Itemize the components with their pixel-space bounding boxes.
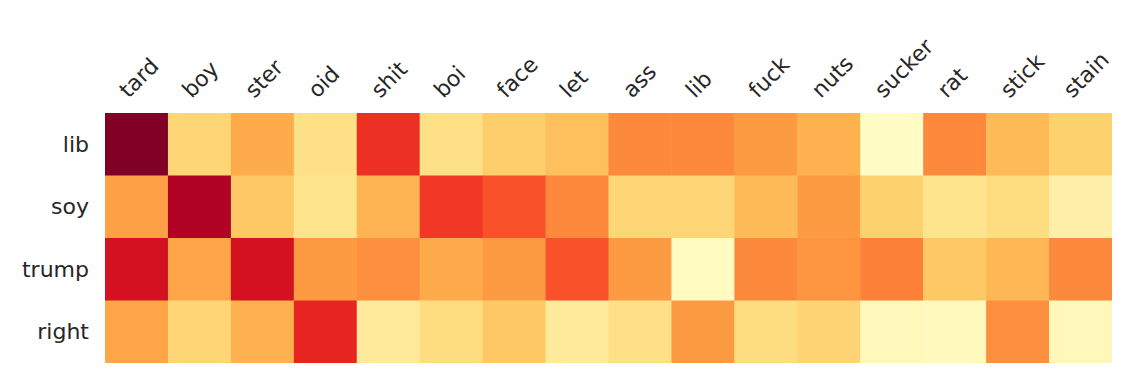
heatmap-cell [1049, 301, 1112, 364]
heatmap-cell [105, 301, 168, 364]
heatmap-cell [734, 301, 797, 364]
heatmap-cell [357, 301, 420, 364]
heatmap-cell [105, 176, 168, 239]
heatmap-cell [860, 113, 923, 176]
x-tick-label: let [555, 65, 593, 103]
heatmap-cell [483, 176, 546, 239]
heatmap-cell [734, 238, 797, 301]
heatmap-cell [797, 113, 860, 176]
x-tick-label: fuck [744, 52, 795, 103]
x-tick-label: lib [681, 66, 717, 102]
heatmap-cell [1049, 238, 1112, 301]
heatmap-cell [483, 113, 546, 176]
heatmap-cell [105, 113, 168, 176]
heatmap-cell [168, 238, 231, 301]
heatmap-cell [546, 176, 609, 239]
heatmap-cell [734, 113, 797, 176]
heatmap-cell [483, 238, 546, 301]
heatmap-cell [546, 301, 609, 364]
x-tick-label: stick [995, 49, 1049, 103]
heatmap-cell [671, 176, 734, 239]
heatmap-cell [483, 301, 546, 364]
heatmap-cell [420, 176, 483, 239]
heatmap-cell [734, 176, 797, 239]
x-axis: tardboysteroidshitboifaceletasslibfucknu… [114, 33, 1114, 102]
heatmap-cell [986, 176, 1049, 239]
x-tick-label: sucker [870, 33, 939, 102]
heatmap-cell [294, 238, 357, 301]
heatmap-cell [420, 113, 483, 176]
heatmap-cell [986, 113, 1049, 176]
heatmap-cell [231, 238, 294, 301]
heatmap-cell [231, 301, 294, 364]
heatmap-cell [609, 301, 672, 364]
heatmap-cell [1049, 113, 1112, 176]
x-tick-label: oid [303, 61, 344, 102]
heatmap-cell [797, 238, 860, 301]
x-tick-label: stain [1058, 47, 1114, 103]
heatmap-cell [231, 176, 294, 239]
x-tick-label: ster [240, 54, 289, 103]
x-tick-label: shit [366, 56, 412, 102]
heatmap-cell [923, 176, 986, 239]
heatmap-cell [546, 113, 609, 176]
heatmap-cell [609, 238, 672, 301]
heatmap-cell [168, 113, 231, 176]
cells [105, 113, 1112, 363]
y-axis: lib soy trump right [22, 132, 89, 345]
heatmap-cell [797, 176, 860, 239]
y-tick-label: soy [51, 194, 89, 219]
heatmap-cell [168, 176, 231, 239]
x-tick-label: ass [618, 59, 661, 102]
x-tick-label: boi [429, 61, 470, 102]
heatmap-cell [294, 113, 357, 176]
heatmap-cell [420, 238, 483, 301]
heatmap-cell [986, 238, 1049, 301]
x-tick-label: nuts [807, 51, 859, 103]
heatmap-cell [671, 113, 734, 176]
heatmap-cell [294, 301, 357, 364]
heatmap-cell [609, 113, 672, 176]
y-tick-label: lib [63, 132, 89, 157]
heatmap-cell [986, 301, 1049, 364]
heatmap-cell [671, 238, 734, 301]
heatmap-cell [105, 238, 168, 301]
heatmap-cell [860, 238, 923, 301]
heatmap-cell [923, 301, 986, 364]
heatmap-cell [797, 301, 860, 364]
heatmap-cell [860, 301, 923, 364]
heatmap-cell [357, 113, 420, 176]
heatmap-cell [923, 238, 986, 301]
heatmap-cell [357, 176, 420, 239]
x-tick-label: face [492, 52, 543, 103]
heatmap-cell [231, 113, 294, 176]
chart: tardboysteroidshitboifaceletasslibfucknu… [0, 0, 1125, 378]
heatmap-cell [1049, 176, 1112, 239]
heatmap-cell [420, 301, 483, 364]
heatmap-cell [860, 176, 923, 239]
heatmap-cell [609, 176, 672, 239]
heatmap-cell [294, 176, 357, 239]
x-tick-label: tard [114, 53, 163, 102]
x-tick-label: boy [177, 56, 223, 102]
heatmap-cell [168, 301, 231, 364]
y-tick-label: trump [22, 257, 89, 282]
heatmap-cell [546, 238, 609, 301]
heatmap-cell [923, 113, 986, 176]
y-tick-label: right [37, 319, 89, 344]
heatmap-cell [671, 301, 734, 364]
heatmap-cell [357, 238, 420, 301]
x-tick-label: rat [933, 63, 973, 103]
